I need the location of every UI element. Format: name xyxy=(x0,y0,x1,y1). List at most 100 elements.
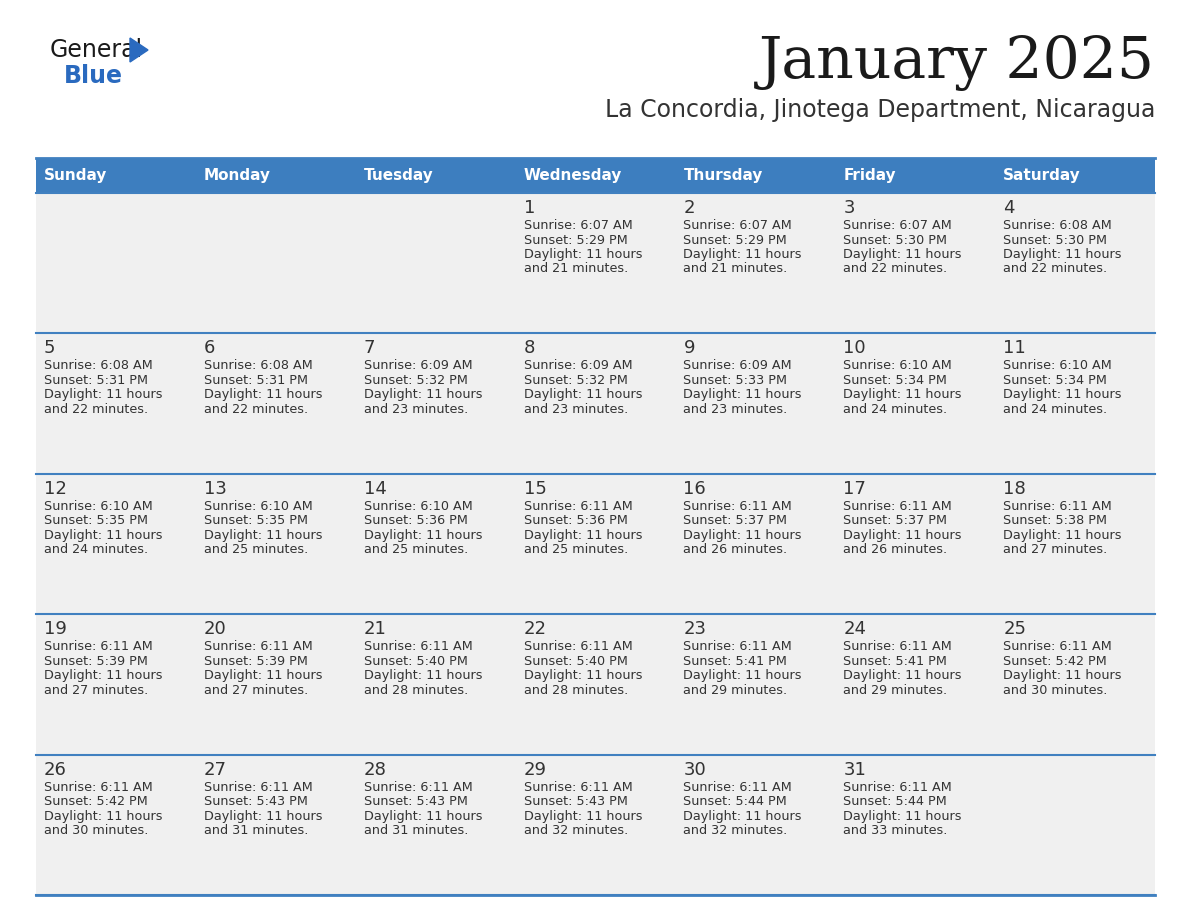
Text: and 31 minutes.: and 31 minutes. xyxy=(204,824,308,837)
Text: Sunset: 5:41 PM: Sunset: 5:41 PM xyxy=(683,655,788,667)
Text: Sunrise: 6:11 AM: Sunrise: 6:11 AM xyxy=(683,499,792,513)
Text: 30: 30 xyxy=(683,761,706,778)
Text: General: General xyxy=(50,38,143,62)
Text: Sunset: 5:37 PM: Sunset: 5:37 PM xyxy=(683,514,788,527)
Text: Sunset: 5:40 PM: Sunset: 5:40 PM xyxy=(524,655,627,667)
Text: and 24 minutes.: and 24 minutes. xyxy=(1003,403,1107,416)
Text: Sunrise: 6:11 AM: Sunrise: 6:11 AM xyxy=(204,780,312,793)
Text: Daylight: 11 hours: Daylight: 11 hours xyxy=(1003,669,1121,682)
Text: Sunset: 5:43 PM: Sunset: 5:43 PM xyxy=(364,795,468,808)
Text: Sunrise: 6:10 AM: Sunrise: 6:10 AM xyxy=(204,499,312,513)
Text: Friday: Friday xyxy=(843,168,896,183)
Text: Sunrise: 6:11 AM: Sunrise: 6:11 AM xyxy=(683,640,792,654)
Text: and 27 minutes.: and 27 minutes. xyxy=(204,684,308,697)
Text: Daylight: 11 hours: Daylight: 11 hours xyxy=(843,388,962,401)
Text: Daylight: 11 hours: Daylight: 11 hours xyxy=(1003,248,1121,261)
Text: and 30 minutes.: and 30 minutes. xyxy=(44,824,148,837)
Text: 1: 1 xyxy=(524,199,535,217)
Text: Sunset: 5:36 PM: Sunset: 5:36 PM xyxy=(364,514,468,527)
Text: Sunrise: 6:07 AM: Sunrise: 6:07 AM xyxy=(683,219,792,232)
Text: Sunset: 5:31 PM: Sunset: 5:31 PM xyxy=(204,374,308,386)
Text: 29: 29 xyxy=(524,761,546,778)
Text: Sunrise: 6:10 AM: Sunrise: 6:10 AM xyxy=(364,499,473,513)
Bar xyxy=(36,193,1155,333)
Text: and 22 minutes.: and 22 minutes. xyxy=(843,263,947,275)
Text: and 28 minutes.: and 28 minutes. xyxy=(524,684,627,697)
Text: Daylight: 11 hours: Daylight: 11 hours xyxy=(683,810,802,823)
Text: 28: 28 xyxy=(364,761,386,778)
Text: Sunset: 5:35 PM: Sunset: 5:35 PM xyxy=(44,514,148,527)
Polygon shape xyxy=(129,38,148,62)
Text: 21: 21 xyxy=(364,621,386,638)
Text: Sunrise: 6:07 AM: Sunrise: 6:07 AM xyxy=(524,219,632,232)
Text: 31: 31 xyxy=(843,761,866,778)
Text: Sunrise: 6:11 AM: Sunrise: 6:11 AM xyxy=(524,499,632,513)
Text: Sunrise: 6:11 AM: Sunrise: 6:11 AM xyxy=(1003,499,1112,513)
Text: 11: 11 xyxy=(1003,340,1026,357)
Text: Sunset: 5:39 PM: Sunset: 5:39 PM xyxy=(44,655,147,667)
Text: and 26 minutes.: and 26 minutes. xyxy=(683,543,788,556)
Text: Daylight: 11 hours: Daylight: 11 hours xyxy=(204,388,322,401)
Text: Daylight: 11 hours: Daylight: 11 hours xyxy=(843,248,962,261)
Text: Sunset: 5:36 PM: Sunset: 5:36 PM xyxy=(524,514,627,527)
Text: Daylight: 11 hours: Daylight: 11 hours xyxy=(364,810,482,823)
Text: Daylight: 11 hours: Daylight: 11 hours xyxy=(204,669,322,682)
Text: Sunset: 5:44 PM: Sunset: 5:44 PM xyxy=(843,795,947,808)
Text: Daylight: 11 hours: Daylight: 11 hours xyxy=(524,669,642,682)
Text: 10: 10 xyxy=(843,340,866,357)
Text: Daylight: 11 hours: Daylight: 11 hours xyxy=(204,529,322,542)
Text: Sunrise: 6:09 AM: Sunrise: 6:09 AM xyxy=(364,360,473,373)
Text: Daylight: 11 hours: Daylight: 11 hours xyxy=(843,669,962,682)
Text: Daylight: 11 hours: Daylight: 11 hours xyxy=(683,248,802,261)
Text: Sunset: 5:34 PM: Sunset: 5:34 PM xyxy=(1003,374,1107,386)
Text: Sunrise: 6:11 AM: Sunrise: 6:11 AM xyxy=(44,780,153,793)
Text: Daylight: 11 hours: Daylight: 11 hours xyxy=(524,388,642,401)
Text: Sunrise: 6:11 AM: Sunrise: 6:11 AM xyxy=(364,640,473,654)
Text: and 28 minutes.: and 28 minutes. xyxy=(364,684,468,697)
Text: and 32 minutes.: and 32 minutes. xyxy=(524,824,627,837)
Text: Sunrise: 6:11 AM: Sunrise: 6:11 AM xyxy=(843,640,952,654)
Text: Daylight: 11 hours: Daylight: 11 hours xyxy=(364,669,482,682)
Text: and 21 minutes.: and 21 minutes. xyxy=(524,263,627,275)
Text: 16: 16 xyxy=(683,480,706,498)
Text: and 23 minutes.: and 23 minutes. xyxy=(364,403,468,416)
Text: Daylight: 11 hours: Daylight: 11 hours xyxy=(524,248,642,261)
Text: Wednesday: Wednesday xyxy=(524,168,623,183)
Text: Sunrise: 6:10 AM: Sunrise: 6:10 AM xyxy=(843,360,952,373)
Text: Sunset: 5:30 PM: Sunset: 5:30 PM xyxy=(1003,233,1107,247)
Text: 15: 15 xyxy=(524,480,546,498)
Text: and 22 minutes.: and 22 minutes. xyxy=(1003,263,1107,275)
Text: Sunrise: 6:09 AM: Sunrise: 6:09 AM xyxy=(683,360,792,373)
Text: 6: 6 xyxy=(204,340,215,357)
Text: 13: 13 xyxy=(204,480,227,498)
Text: Daylight: 11 hours: Daylight: 11 hours xyxy=(683,529,802,542)
Text: Saturday: Saturday xyxy=(1003,168,1081,183)
Text: 20: 20 xyxy=(204,621,227,638)
Text: Daylight: 11 hours: Daylight: 11 hours xyxy=(683,669,802,682)
Bar xyxy=(36,158,1155,193)
Text: Sunset: 5:44 PM: Sunset: 5:44 PM xyxy=(683,795,788,808)
Text: Sunrise: 6:08 AM: Sunrise: 6:08 AM xyxy=(44,360,153,373)
Text: Sunrise: 6:11 AM: Sunrise: 6:11 AM xyxy=(1003,640,1112,654)
Text: and 29 minutes.: and 29 minutes. xyxy=(683,684,788,697)
Text: Sunset: 5:29 PM: Sunset: 5:29 PM xyxy=(524,233,627,247)
Text: 8: 8 xyxy=(524,340,535,357)
Text: Daylight: 11 hours: Daylight: 11 hours xyxy=(204,810,322,823)
Text: and 27 minutes.: and 27 minutes. xyxy=(1003,543,1107,556)
Text: and 21 minutes.: and 21 minutes. xyxy=(683,263,788,275)
Text: 4: 4 xyxy=(1003,199,1015,217)
Text: Blue: Blue xyxy=(64,64,124,88)
Text: Sunset: 5:40 PM: Sunset: 5:40 PM xyxy=(364,655,468,667)
Text: Sunset: 5:32 PM: Sunset: 5:32 PM xyxy=(524,374,627,386)
Bar xyxy=(36,755,1155,895)
Text: Sunrise: 6:10 AM: Sunrise: 6:10 AM xyxy=(44,499,153,513)
Text: Sunset: 5:35 PM: Sunset: 5:35 PM xyxy=(204,514,308,527)
Text: 22: 22 xyxy=(524,621,546,638)
Text: Daylight: 11 hours: Daylight: 11 hours xyxy=(1003,529,1121,542)
Text: Sunrise: 6:11 AM: Sunrise: 6:11 AM xyxy=(843,780,952,793)
Text: Sunset: 5:34 PM: Sunset: 5:34 PM xyxy=(843,374,947,386)
Text: La Concordia, Jinotega Department, Nicaragua: La Concordia, Jinotega Department, Nicar… xyxy=(605,98,1155,122)
Text: Daylight: 11 hours: Daylight: 11 hours xyxy=(524,529,642,542)
Text: and 25 minutes.: and 25 minutes. xyxy=(524,543,627,556)
Text: Sunrise: 6:07 AM: Sunrise: 6:07 AM xyxy=(843,219,952,232)
